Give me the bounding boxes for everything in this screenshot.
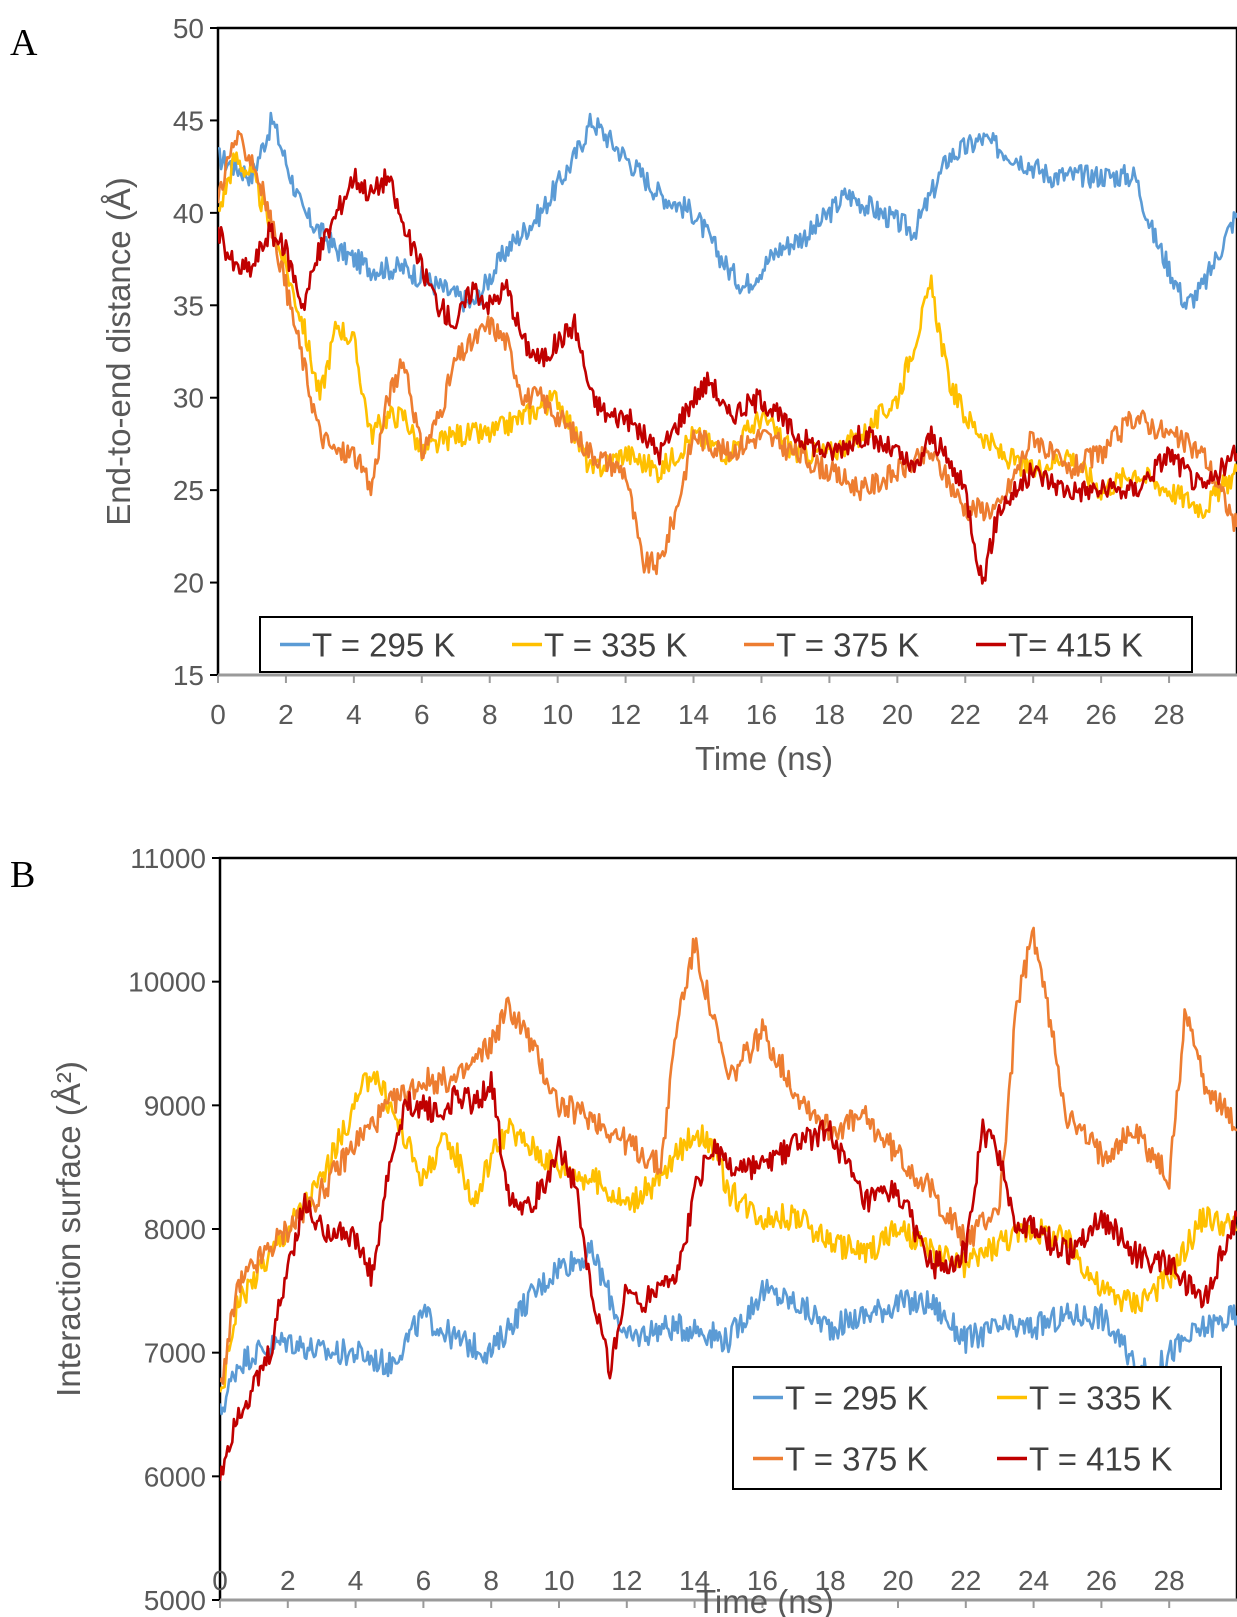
- series-line-0: [220, 1239, 1237, 1416]
- legend-label: T = 375 K: [776, 627, 919, 664]
- x-tick-label: 2: [280, 1565, 296, 1596]
- x-tick-label: 4: [346, 699, 362, 730]
- x-tick-label: 26: [1086, 1565, 1117, 1596]
- series-line-2: [218, 130, 1237, 576]
- legend-label: T = 335 K: [1029, 1380, 1172, 1417]
- x-tick-label: 4: [348, 1565, 364, 1596]
- x-tick-label: 0: [210, 699, 226, 730]
- x-tick-label: 10: [543, 1565, 574, 1596]
- legend-label: T = 375 K: [785, 1441, 928, 1478]
- x-tick-label: 2: [278, 699, 294, 730]
- x-tick-label: 28: [1153, 699, 1184, 730]
- panel-label: A: [10, 22, 38, 64]
- series-line-0: [218, 111, 1237, 313]
- x-tick-label: 18: [814, 699, 845, 730]
- legend: T = 295 K T = 335 K T = 375 K T = 415 K: [732, 1366, 1222, 1490]
- y-tick-label: 20: [173, 568, 204, 599]
- x-tick-label: 6: [416, 1565, 432, 1596]
- x-tick-label: 10: [542, 699, 573, 730]
- y-tick-label: 45: [173, 105, 204, 136]
- series-line-2: [220, 926, 1237, 1385]
- x-tick-label: 12: [611, 1565, 642, 1596]
- x-tick-label: 28: [1154, 1565, 1185, 1596]
- x-tick-label: 0: [212, 1565, 228, 1596]
- x-tick-label: 24: [1018, 1565, 1049, 1596]
- y-tick-label: 30: [173, 383, 204, 414]
- legend-box: [259, 616, 1193, 673]
- x-tick-label: 24: [1018, 699, 1049, 730]
- y-tick-label: 35: [173, 290, 204, 321]
- y-tick-label: 10000: [128, 967, 206, 998]
- x-tick-label: 6: [414, 699, 430, 730]
- y-tick-label: 6000: [144, 1461, 206, 1492]
- x-tick-label: 20: [882, 699, 913, 730]
- legend: T = 295 K T = 335 K T = 375 K T= 415 K: [259, 616, 1193, 673]
- series-group: [218, 111, 1237, 585]
- y-tick-label: 15: [173, 660, 204, 691]
- plot-frame: [216, 26, 1237, 677]
- y-tick-label: 25: [173, 475, 204, 506]
- legend-label: T = 335 K: [544, 627, 687, 664]
- x-tick-label: 22: [950, 1565, 981, 1596]
- x-tick-label: 22: [950, 699, 981, 730]
- y-tick-label: 40: [173, 198, 204, 229]
- x-tick-label: 26: [1086, 699, 1117, 730]
- y-tick-label: 50: [173, 13, 204, 44]
- x-axis-title: Time (ns): [696, 1583, 834, 1617]
- y-tick-label: 11000: [130, 843, 206, 874]
- x-tick-label: 8: [482, 699, 498, 730]
- y-axis-title: Interaction surface (Å²): [50, 1061, 87, 1397]
- series-group: [220, 926, 1237, 1481]
- x-tick-label: 18: [815, 1565, 846, 1596]
- x-tick-label: 14: [678, 699, 709, 730]
- y-tick-label: 5000: [144, 1585, 206, 1616]
- panel-label: B: [10, 854, 35, 896]
- series-line-3: [220, 1071, 1237, 1481]
- y-tick-label: 8000: [144, 1214, 206, 1245]
- x-tick-label: 20: [882, 1565, 913, 1596]
- x-tick-label: 16: [746, 699, 777, 730]
- legend-box: [732, 1366, 1222, 1490]
- x-axis-title: Time (ns): [695, 740, 833, 777]
- legend-label: T = 415 K: [1029, 1441, 1172, 1478]
- x-tick-label: 8: [483, 1565, 499, 1596]
- x-tick-label: 16: [747, 1565, 778, 1596]
- x-tick-label: 12: [610, 699, 641, 730]
- legend-label: T= 415 K: [1008, 627, 1143, 664]
- series-line-3: [218, 167, 1237, 585]
- x-tick-label: 14: [679, 1565, 710, 1596]
- y-tick-label: 7000: [144, 1338, 206, 1369]
- y-tick-label: 9000: [144, 1090, 206, 1121]
- y-axis-title: End-to-end distance (Å): [100, 177, 137, 526]
- legend-label: T = 295 K: [785, 1380, 928, 1417]
- legend-label: T = 295 K: [312, 627, 455, 664]
